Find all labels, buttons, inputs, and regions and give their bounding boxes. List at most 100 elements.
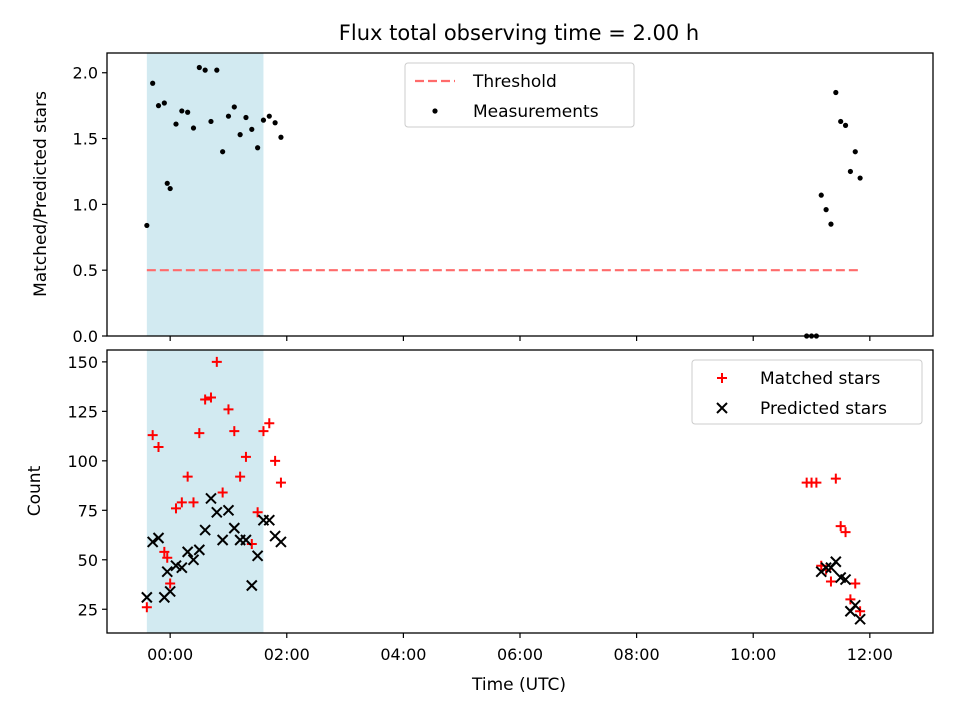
- ratio-y-axis-label: Matched/Predicted stars: [31, 91, 51, 297]
- measurements-point: [842, 122, 849, 128]
- measurements-point: [144, 222, 150, 229]
- matched-stars-point: [194, 428, 205, 439]
- predicted-stars-point: [240, 534, 252, 546]
- predicted-stars-point: [152, 532, 165, 544]
- legend-swatch-matched-stars: [717, 373, 727, 383]
- measurements-point: [828, 221, 834, 227]
- x-tick-label: 10:00: [730, 645, 776, 664]
- predicted-stars-point: [830, 556, 842, 568]
- measurements-point: [179, 108, 185, 114]
- predicted-stars-point: [216, 534, 229, 546]
- measurements-point: [278, 134, 284, 140]
- legend-label-matched-stars: Matched stars: [760, 369, 880, 389]
- chart-title: Flux total observing time = 2.00 h: [339, 21, 699, 45]
- x-tick-label: 06:00: [497, 645, 543, 664]
- matched-stars-point: [217, 487, 228, 498]
- legend-label-measurements: Measurements: [473, 102, 599, 122]
- observing-window-band: [146, 53, 264, 336]
- measurements-point: [266, 113, 272, 119]
- measurements-point: [838, 118, 844, 125]
- matched-stars-point: [830, 473, 841, 484]
- predicted-stars-point: [193, 544, 206, 556]
- measurements-point: [225, 113, 232, 119]
- measurements-point: [161, 100, 167, 106]
- predicted-stars-point: [181, 546, 194, 558]
- predicted-stars-point: [246, 579, 258, 592]
- matched-stars-point: [182, 471, 193, 482]
- measurements-point: [202, 67, 208, 73]
- matched-stars-point: [147, 430, 158, 441]
- measurements-point: [190, 125, 197, 131]
- y-tick-label: 1.5: [73, 130, 98, 149]
- measurements-point: [255, 145, 261, 151]
- legend-swatch-predicted-stars: [716, 402, 728, 414]
- matched-stars-point: [275, 477, 286, 488]
- matched-stars-point: [165, 578, 176, 589]
- measurements-point: [237, 132, 243, 138]
- measurements-point: [818, 192, 824, 198]
- legend-box: [404, 62, 635, 128]
- matched-stars-point: [845, 594, 856, 605]
- matched-stars-point: [811, 477, 822, 488]
- measurements-point: [164, 180, 170, 186]
- ratio-legend: Threshold Measurements: [404, 62, 635, 128]
- measurements-point: [823, 207, 829, 213]
- measurements-point: [173, 121, 179, 127]
- measurements-point: [857, 175, 863, 181]
- predicted-stars-point: [854, 613, 866, 625]
- predicted-stars-point: [839, 573, 852, 586]
- measurements-point: [852, 149, 858, 155]
- measurements-point: [220, 149, 226, 155]
- predicted-stars-point: [275, 536, 287, 548]
- legend-label-predicted-stars: Predicted stars: [760, 399, 887, 419]
- matched-stars-point: [264, 418, 275, 429]
- y-tick-label: 150: [67, 353, 98, 372]
- matched-stars-point: [223, 404, 234, 415]
- measurements-point: [208, 118, 214, 125]
- predicted-stars-point: [228, 522, 241, 534]
- predicted-stars-point: [211, 506, 223, 518]
- matched-stars-point: [240, 451, 251, 462]
- predicted-stars-point: [199, 524, 211, 536]
- predicted-stars-point: [176, 561, 188, 574]
- y-tick-label: 75: [78, 501, 98, 520]
- x-tick-label: 02:00: [264, 645, 310, 664]
- measurements-point: [272, 120, 278, 126]
- measurements-point: [231, 104, 237, 110]
- measurements-point: [185, 109, 191, 115]
- matched-stars-point: [258, 426, 269, 437]
- y-tick-label: 50: [78, 551, 98, 570]
- ratio-panel: 0.00.51.01.52.0 Matched/Predicted stars …: [31, 52, 934, 346]
- matched-stars-point: [840, 527, 851, 538]
- predicted-stars-point: [820, 561, 832, 574]
- legend-swatch-measurements: [432, 108, 438, 114]
- y-tick-label: 1.0: [73, 195, 98, 214]
- matched-stars-point: [246, 538, 257, 549]
- matched-stars-point: [205, 392, 216, 403]
- matched-stars-point: [235, 471, 246, 482]
- y-tick-label: 2.0: [73, 64, 98, 83]
- counts-legend: Matched stars Predicted stars: [691, 359, 923, 425]
- y-tick-label: 100: [67, 452, 98, 471]
- x-tick-label: 08:00: [614, 645, 660, 664]
- matched-stars-point: [200, 394, 211, 405]
- predicted-stars-point: [187, 554, 200, 566]
- matched-stars-point: [270, 455, 281, 466]
- x-tick-label: 04:00: [380, 645, 426, 664]
- observing-window-band: [146, 350, 264, 633]
- legend-box: [691, 359, 923, 425]
- measurements-point: [167, 185, 173, 192]
- measurements-point: [243, 114, 249, 121]
- measurements-point: [214, 67, 220, 73]
- measurements-point: [833, 89, 839, 96]
- predicted-stars-point: [141, 591, 153, 604]
- measurements-point: [155, 103, 162, 109]
- x-tick-label: 12:00: [847, 645, 893, 664]
- legend-label-threshold: Threshold: [472, 72, 557, 92]
- matched-stars-point: [162, 552, 173, 563]
- predicted-stars-point: [164, 585, 176, 598]
- x-tick-label: 00:00: [147, 645, 193, 664]
- y-tick-label: 125: [67, 402, 98, 421]
- matched-stars-point: [835, 521, 846, 532]
